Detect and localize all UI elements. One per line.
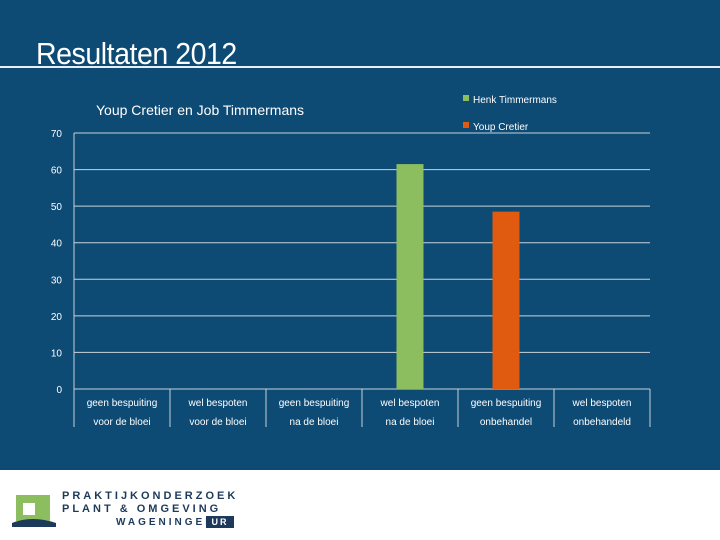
- bar: [396, 164, 424, 389]
- y-tick-label: 10: [51, 348, 63, 359]
- x-tick-label: na de bloei: [386, 417, 435, 428]
- title-divider: [0, 66, 720, 68]
- x-tick-label: wel bespoten: [572, 398, 632, 409]
- logo-text-line-1: PRAKTIJKONDERZOEK: [62, 490, 239, 502]
- bars: [396, 164, 520, 389]
- y-tick-label: 40: [51, 239, 63, 250]
- slide-background: [0, 0, 720, 470]
- logo-text-line-2: PLANT & OMGEVING: [62, 503, 222, 515]
- x-tick-label: wel bespoten: [380, 398, 440, 409]
- legend-label: Youp Cretier: [473, 122, 529, 133]
- bar-chart: 0 10 20 30 40 50 60 70 geen bespuiting voor de b…: [51, 95, 651, 428]
- logo-badge-ur: UR: [206, 516, 234, 528]
- y-tick-label: 70: [51, 129, 63, 140]
- bar: [492, 211, 520, 389]
- x-tick-label: onbehandeld: [573, 417, 631, 428]
- legend: Henk Timmermans Youp Cretier: [463, 95, 557, 133]
- x-tick-label: geen bespuiting: [471, 398, 542, 409]
- x-tick-label: voor de bloei: [189, 417, 246, 428]
- footer: [0, 470, 720, 540]
- y-tick-label: 0: [56, 385, 62, 396]
- legend-label: Henk Timmermans: [473, 95, 557, 106]
- x-axis-ticks: geen bespuiting voor de bloei wel bespoten…: [87, 398, 632, 428]
- slide-title: Resultaten 2012: [36, 36, 237, 71]
- gridlines: [73, 132, 651, 427]
- x-tick-label: geen bespuiting: [279, 398, 350, 409]
- x-tick-label: na de bloei: [290, 417, 339, 428]
- logo-icon: [12, 495, 56, 527]
- y-tick-label: 60: [51, 166, 63, 177]
- chart-title: Youp Cretier en Job Timmermans: [96, 102, 304, 118]
- y-tick-label: 50: [51, 202, 63, 213]
- x-tick-label: onbehandel: [480, 417, 532, 428]
- legend-swatch: [463, 95, 469, 101]
- legend-swatch: [463, 122, 469, 128]
- y-axis-ticks: 0 10 20 30 40 50 60 70: [51, 129, 63, 396]
- x-tick-label: geen bespuiting: [87, 398, 158, 409]
- logo-text-wageningen: WAGENINGEN: [116, 517, 216, 528]
- y-tick-label: 20: [51, 312, 63, 323]
- x-tick-label: wel bespoten: [188, 398, 248, 409]
- x-tick-label: voor de bloei: [93, 417, 150, 428]
- y-tick-label: 30: [51, 275, 63, 286]
